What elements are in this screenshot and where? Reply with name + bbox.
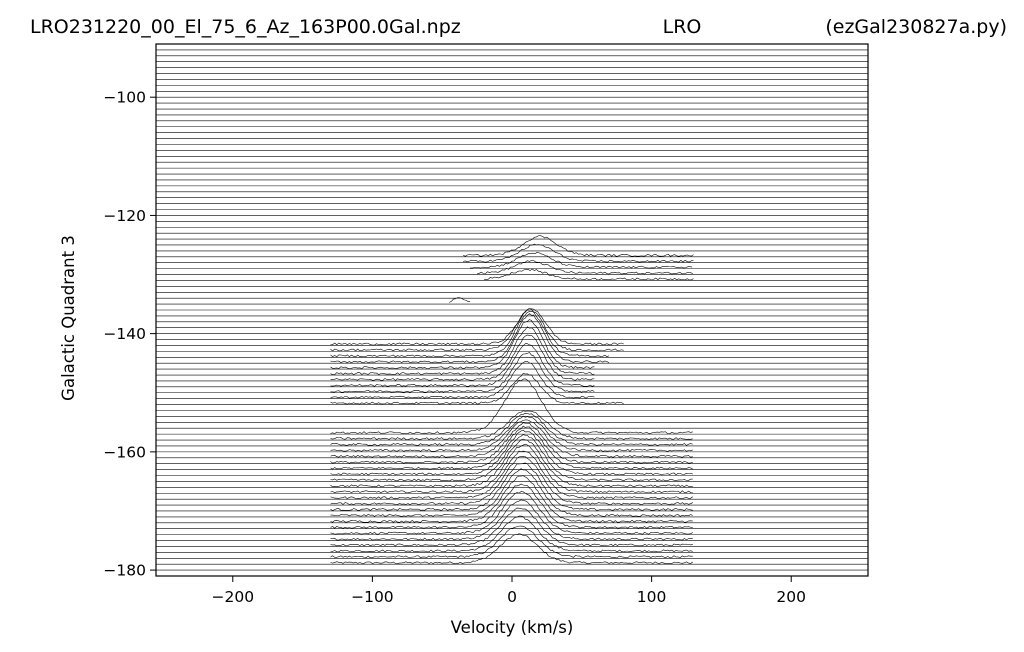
y-tick-label: −120 bbox=[103, 207, 146, 225]
spectrum-trace bbox=[330, 326, 595, 375]
spectrum-trace bbox=[330, 525, 693, 559]
x-axis-label: Velocity (km/s) bbox=[451, 618, 574, 637]
spectrum-trace bbox=[330, 372, 624, 405]
spectrum-trace bbox=[330, 422, 693, 464]
y-tick-label: −160 bbox=[103, 443, 146, 461]
y-axis-ticks: −100 −120 −140 −160 −180 bbox=[103, 89, 156, 580]
spectrum-trace bbox=[330, 378, 693, 434]
spectrum-trace bbox=[330, 308, 624, 346]
spectrum-trace bbox=[330, 462, 693, 511]
spectrum-trace bbox=[330, 413, 693, 446]
spectrum-trace bbox=[330, 313, 610, 364]
spectrum-trace bbox=[477, 260, 693, 275]
spectra-traces bbox=[156, 44, 868, 571]
spectrum-trace bbox=[330, 309, 624, 352]
spectrum-trace bbox=[449, 297, 471, 303]
spectrum-trace bbox=[330, 361, 595, 399]
spectrum-trace bbox=[330, 343, 595, 387]
spectrum-trace bbox=[330, 455, 693, 505]
spectrum-trace bbox=[330, 468, 693, 517]
spectrum-trace bbox=[462, 235, 694, 257]
spectrum-trace bbox=[470, 251, 693, 269]
spectrum-trace bbox=[330, 499, 693, 541]
x-tick-label: 100 bbox=[637, 588, 667, 606]
spectrum-trace bbox=[330, 419, 693, 458]
spectrum-trace bbox=[330, 438, 693, 488]
y-axis-label: Galactic Quadrant 3 bbox=[59, 235, 78, 401]
x-tick-label: −200 bbox=[211, 588, 254, 606]
x-axis-ticks: −200 −100 0 100 200 bbox=[211, 576, 806, 606]
spectrum-trace bbox=[330, 491, 693, 535]
x-tick-label: 200 bbox=[776, 588, 806, 606]
chart-title-left: LRO231220_00_El_75_6_Az_163P00.0Gal.npz bbox=[30, 16, 461, 38]
spectrum-trace bbox=[463, 243, 694, 263]
x-tick-label: 0 bbox=[507, 588, 517, 606]
spectrum-trace bbox=[330, 533, 693, 565]
spectrum-trace bbox=[330, 515, 693, 553]
y-tick-label: −140 bbox=[103, 325, 146, 343]
spectrum-trace bbox=[330, 319, 595, 370]
plot-area bbox=[156, 44, 868, 571]
spectrum-trace bbox=[330, 429, 693, 476]
spectrum-trace bbox=[330, 483, 693, 529]
spectrum-trace bbox=[484, 268, 694, 281]
spectrum-trace bbox=[330, 450, 693, 500]
spectrum-trace bbox=[330, 415, 693, 452]
spectrum-trace bbox=[330, 410, 693, 440]
spectrum-trace bbox=[330, 310, 610, 358]
spectrum-trace bbox=[330, 475, 693, 523]
chart-title-center: LRO bbox=[663, 16, 702, 38]
spectrum-trace bbox=[330, 425, 693, 470]
chart-title-right: (ezGal230827a.py) bbox=[825, 16, 1007, 38]
y-tick-label: −100 bbox=[103, 89, 146, 107]
y-tick-label: −180 bbox=[103, 562, 146, 580]
x-tick-label: −100 bbox=[351, 588, 394, 606]
spectrum-trace bbox=[330, 443, 693, 494]
spectrum-trace bbox=[330, 507, 693, 547]
spectrum-trace bbox=[330, 334, 595, 381]
spectrum-trace bbox=[330, 434, 693, 482]
